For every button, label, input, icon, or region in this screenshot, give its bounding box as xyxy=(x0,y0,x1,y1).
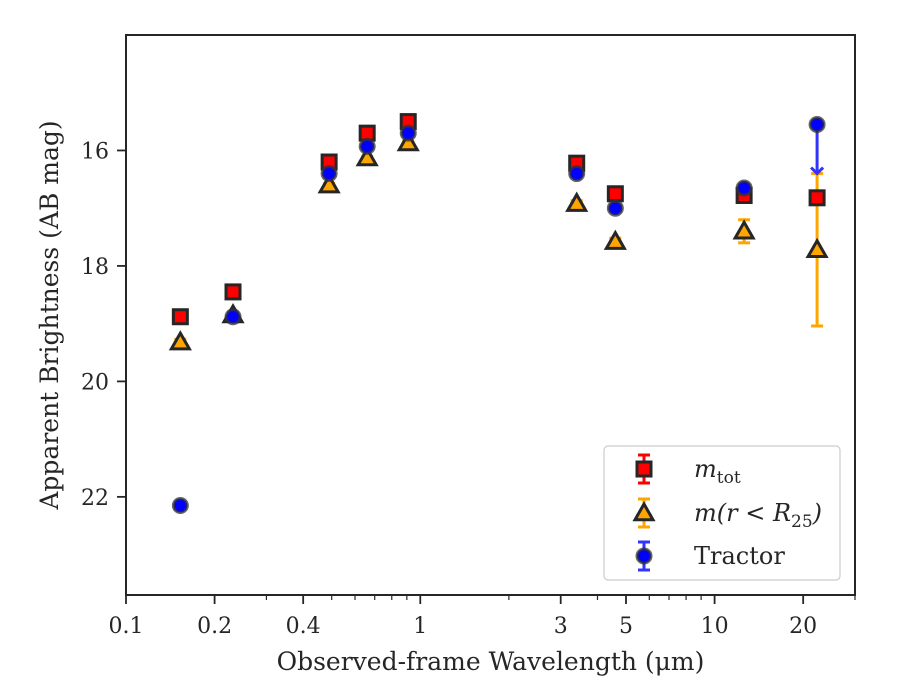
square-marker xyxy=(808,189,826,207)
data-point xyxy=(317,173,341,194)
triangle-marker xyxy=(355,145,379,167)
legend-label-main: m(r < R xyxy=(694,499,791,527)
legend-label-tail: ) xyxy=(812,499,822,527)
y-axis-label: Apparent Brightness (AB mag) xyxy=(35,120,64,510)
x-tick-label: 0.2 xyxy=(197,614,232,639)
data-points xyxy=(168,113,829,515)
circle-marker xyxy=(320,165,338,183)
data-point xyxy=(568,165,586,183)
circle-marker xyxy=(358,137,376,155)
square-marker xyxy=(635,460,653,478)
data-point xyxy=(808,115,826,176)
legend-label: Tractor xyxy=(694,542,785,570)
data-point xyxy=(224,308,242,326)
legend: mtot m(r < R25) Tractor xyxy=(603,445,841,581)
legend-entry: m(r < R25) xyxy=(632,497,822,532)
data-point xyxy=(358,137,376,155)
series-triangle xyxy=(168,130,829,351)
circle-marker xyxy=(399,124,417,142)
data-point xyxy=(358,124,376,142)
axes: 0.1 0.2 0.4 1 3 5 10 20 16 18 20 22 xyxy=(81,34,856,639)
x-tick-label: 0.1 xyxy=(109,614,144,639)
data-point xyxy=(355,145,379,167)
x-tick-label: 0.4 xyxy=(286,614,321,639)
data-point xyxy=(171,308,189,326)
legend-label-main: m xyxy=(694,455,717,483)
triangle-marker xyxy=(396,130,420,152)
circle-marker xyxy=(568,165,586,183)
y-tick-label: 20 xyxy=(81,370,109,395)
data-point xyxy=(171,497,189,515)
square-marker xyxy=(224,283,242,301)
data-point xyxy=(565,191,589,212)
circle-marker xyxy=(735,179,753,197)
data-point xyxy=(603,229,627,250)
square-marker xyxy=(171,308,189,326)
data-point xyxy=(808,189,826,207)
x-tick-label: 3 xyxy=(554,614,568,639)
circle-marker xyxy=(808,115,826,133)
square-marker xyxy=(606,185,624,203)
plot-frame xyxy=(125,34,856,596)
x-tick-label: 10 xyxy=(701,614,729,639)
data-point xyxy=(399,124,417,142)
triangle-marker xyxy=(317,173,341,194)
triangle-marker xyxy=(168,330,192,351)
circle-marker xyxy=(606,199,624,217)
y-tick-label: 18 xyxy=(81,255,109,280)
data-point xyxy=(606,185,624,203)
data-point xyxy=(168,330,192,351)
legend-label-sub: 25 xyxy=(791,512,813,532)
y-tick-label: 16 xyxy=(81,139,109,164)
triangle-marker xyxy=(732,219,756,240)
data-point xyxy=(606,199,624,217)
upper-limit-arrow xyxy=(810,166,825,176)
legend-entry: Tractor xyxy=(635,540,785,572)
x-tick-label: 20 xyxy=(789,614,817,639)
triangle-marker xyxy=(632,500,656,522)
data-point xyxy=(735,179,753,197)
triangle-marker xyxy=(805,237,829,259)
circle-marker xyxy=(171,497,189,515)
triangle-marker xyxy=(603,229,627,250)
circle-marker xyxy=(635,547,653,565)
series-circle xyxy=(171,115,826,515)
series-square xyxy=(171,113,826,326)
y-tick-label: 22 xyxy=(81,486,109,511)
legend-label: mtot xyxy=(694,455,741,488)
x-tick-label: 5 xyxy=(619,614,633,639)
legend-entry: mtot xyxy=(635,453,741,488)
data-point xyxy=(396,130,420,152)
legend-label-main: Tractor xyxy=(694,542,785,570)
triangle-marker xyxy=(565,191,589,212)
legend-label: m(r < R25) xyxy=(694,499,822,532)
data-point xyxy=(224,283,242,301)
x-axis-label: Observed-frame Wavelength (μm) xyxy=(277,647,705,676)
data-point xyxy=(320,165,338,183)
data-point xyxy=(732,218,756,245)
legend-label-sub: tot xyxy=(717,468,741,488)
circle-marker xyxy=(224,308,242,326)
legend-box xyxy=(603,445,841,581)
x-tick-label: 1 xyxy=(413,614,427,639)
